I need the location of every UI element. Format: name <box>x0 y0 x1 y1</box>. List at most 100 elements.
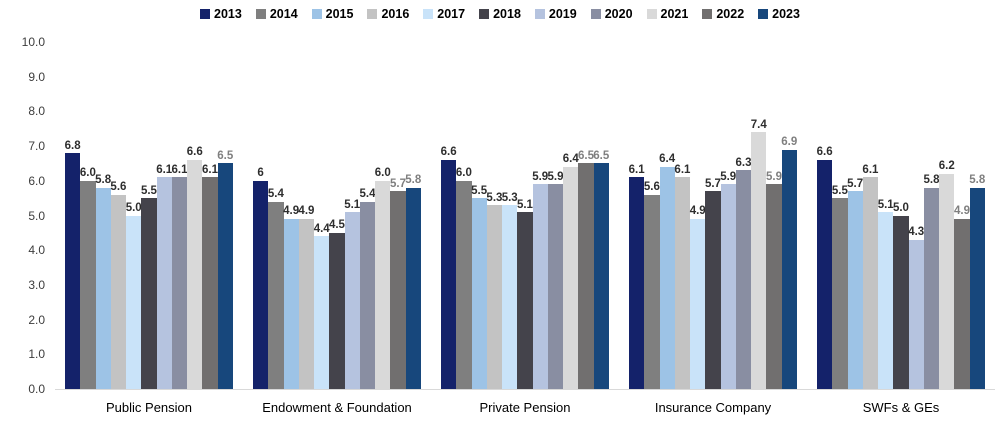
bar-value-label: 5.7 <box>390 177 407 190</box>
bar-value-label: 6.0 <box>79 167 96 180</box>
bar-value-label: 6.1 <box>674 163 691 176</box>
legend-label: 2014 <box>269 7 298 21</box>
bar-value-label: 6.5 <box>578 149 595 162</box>
bar-value-label: 4.9 <box>954 205 971 218</box>
bar-value-label: 5.7 <box>847 177 864 190</box>
bar-2020-public-pension: 6.1 <box>171 164 187 389</box>
legend-swatch-icon <box>367 9 378 20</box>
bar-2021-endowment-foundation: 6.0 <box>375 168 391 389</box>
bar-2016-swfs-ges: 6.1 <box>862 164 878 389</box>
y-tick-label: 0.0 <box>28 382 45 396</box>
y-tick-label: 5.0 <box>28 208 45 223</box>
legend-item-2021: 2021 <box>646 8 688 21</box>
bar-2022-private-pension: 6.5 <box>578 150 594 389</box>
y-tick-label: 9.0 <box>28 69 45 84</box>
bar-2013-insurance-company: 6.1 <box>629 164 645 389</box>
bar-2018-public-pension: 5.5 <box>141 185 157 389</box>
x-axis-labels: Public Pension Endowment & Foundation Priv… <box>55 391 995 415</box>
bar-2017-insurance-company: 4.9 <box>690 206 706 389</box>
bar-2019-public-pension: 6.1 <box>156 164 172 389</box>
legend-swatch-icon <box>702 9 713 20</box>
bar-group-endowment-foundation: 6 5.4 4.9 4.9 4.4 4.5 5.1 5.4 6.0 5.7 5.8 <box>243 42 431 389</box>
bar-2019-endowment-foundation: 5.1 <box>344 199 360 389</box>
bar-value-label: 5.1 <box>516 198 533 211</box>
bar-2021-public-pension: 6.6 <box>187 147 203 389</box>
bar-2021-insurance-company: 7.4 <box>751 119 767 389</box>
bar-2020-endowment-foundation: 5.4 <box>359 189 375 389</box>
y-tick-label: 4.0 <box>28 243 45 258</box>
legend-swatch-icon <box>311 9 322 20</box>
bar-value-label: 6 <box>257 167 264 180</box>
bar-2014-public-pension: 6.0 <box>80 168 96 389</box>
y-axis-labels: 10.0 9.0 8.0 7.0 6.0 5.0 4.0 3.0 2.0 1.0 0.0 <box>0 36 45 395</box>
bar-value-label: 6.5 <box>217 149 234 162</box>
legend-swatch-icon <box>423 9 434 20</box>
bar-value-label: 6.9 <box>781 136 798 149</box>
bar-value-label: 5.8 <box>405 174 422 187</box>
y-tick-label: 2.0 <box>28 312 45 327</box>
x-axis-label-public-pension: Public Pension <box>106 400 192 415</box>
bar-2017-private-pension: 5.3 <box>502 192 518 389</box>
bar-2021-private-pension: 6.4 <box>563 154 579 389</box>
bar-2019-private-pension: 5.9 <box>532 171 548 389</box>
bar-group-insurance-company: 6.1 5.6 6.4 6.1 4.9 5.7 5.9 6.3 7.4 5.9 6.9 <box>619 42 807 389</box>
chart-legend: 2013 2014 2015 2016 2017 2018 2019 2020 2021 2022… <box>0 8 1000 21</box>
bar-value-label: 5.0 <box>892 202 909 214</box>
bar-2018-private-pension: 5.1 <box>517 199 533 389</box>
bar-value-label: 5.5 <box>140 184 157 197</box>
legend-swatch-icon <box>200 9 211 20</box>
bar-value-label: 5.4 <box>359 188 376 201</box>
legend-item-2016: 2016 <box>367 8 409 21</box>
bar-value-label: 5.3 <box>501 191 518 204</box>
x-axis-label-swfs-ges: SWFs & GEs <box>862 400 940 415</box>
bar-value-label: 5.5 <box>831 184 848 197</box>
legend-label: 2023 <box>772 7 800 21</box>
legend-swatch-icon <box>646 9 657 20</box>
bar-2016-insurance-company: 6.1 <box>674 164 690 389</box>
bar-value-label: 6.6 <box>816 146 833 159</box>
y-tick-label: 1.0 <box>28 347 45 362</box>
bar-value-label: 6.1 <box>862 163 879 176</box>
bar-value-label: 6.1 <box>202 163 219 176</box>
y-tick-label: 7.0 <box>28 139 45 154</box>
bar-value-label: 6.1 <box>171 163 188 176</box>
legend-swatch-icon <box>479 9 490 20</box>
legend-item-2023: 2023 <box>758 8 800 21</box>
bar-value-label: 5.0 <box>125 202 142 214</box>
bar-2015-insurance-company: 6.4 <box>659 154 675 389</box>
bar-2014-private-pension: 6.0 <box>456 168 472 389</box>
bar-2017-endowment-foundation: 4.4 <box>314 223 330 389</box>
legend-swatch-icon <box>534 9 545 20</box>
bar-2015-private-pension: 5.5 <box>471 185 487 389</box>
bar-2018-swfs-ges: 5.0 <box>893 202 909 389</box>
bar-2017-swfs-ges: 5.1 <box>878 199 894 389</box>
y-tick-label: 6.0 <box>28 173 45 188</box>
bar-2023-swfs-ges: 5.8 <box>969 175 985 389</box>
legend-item-2022: 2022 <box>702 8 744 21</box>
legend-swatch-icon <box>758 9 769 20</box>
x-axis-label-endowment-foundation: Endowment & Foundation <box>262 400 412 415</box>
bar-2020-private-pension: 5.9 <box>547 171 563 389</box>
bar-2013-swfs-ges: 6.6 <box>817 147 833 389</box>
bar-value-label: 5.8 <box>95 174 112 187</box>
bar-value-label: 5.9 <box>547 170 564 183</box>
legend-label: 2020 <box>604 7 633 21</box>
legend-label: 2017 <box>437 7 466 21</box>
legend-label: 2018 <box>493 7 521 21</box>
legend-swatch-icon <box>255 9 266 20</box>
legend-item-2018: 2018 <box>479 8 521 21</box>
bar-2022-endowment-foundation: 5.7 <box>390 178 406 389</box>
bar-value-label: 5.6 <box>110 181 127 194</box>
y-tick-label: 8.0 <box>28 104 45 119</box>
bar-2016-public-pension: 5.6 <box>110 182 126 389</box>
bar-value-label: 4.3 <box>908 226 925 239</box>
bar-value-label: 4.9 <box>298 205 315 218</box>
bar-2018-insurance-company: 5.7 <box>705 178 721 389</box>
bar-2019-swfs-ges: 4.3 <box>908 227 924 389</box>
legend-item-2019: 2019 <box>534 8 577 21</box>
x-axis-label-insurance-company: Insurance Company <box>654 400 772 415</box>
bar-2015-swfs-ges: 5.7 <box>847 178 863 389</box>
bar-value-label: 5.6 <box>643 181 660 194</box>
bar-value-label: 6.6 <box>440 146 457 159</box>
